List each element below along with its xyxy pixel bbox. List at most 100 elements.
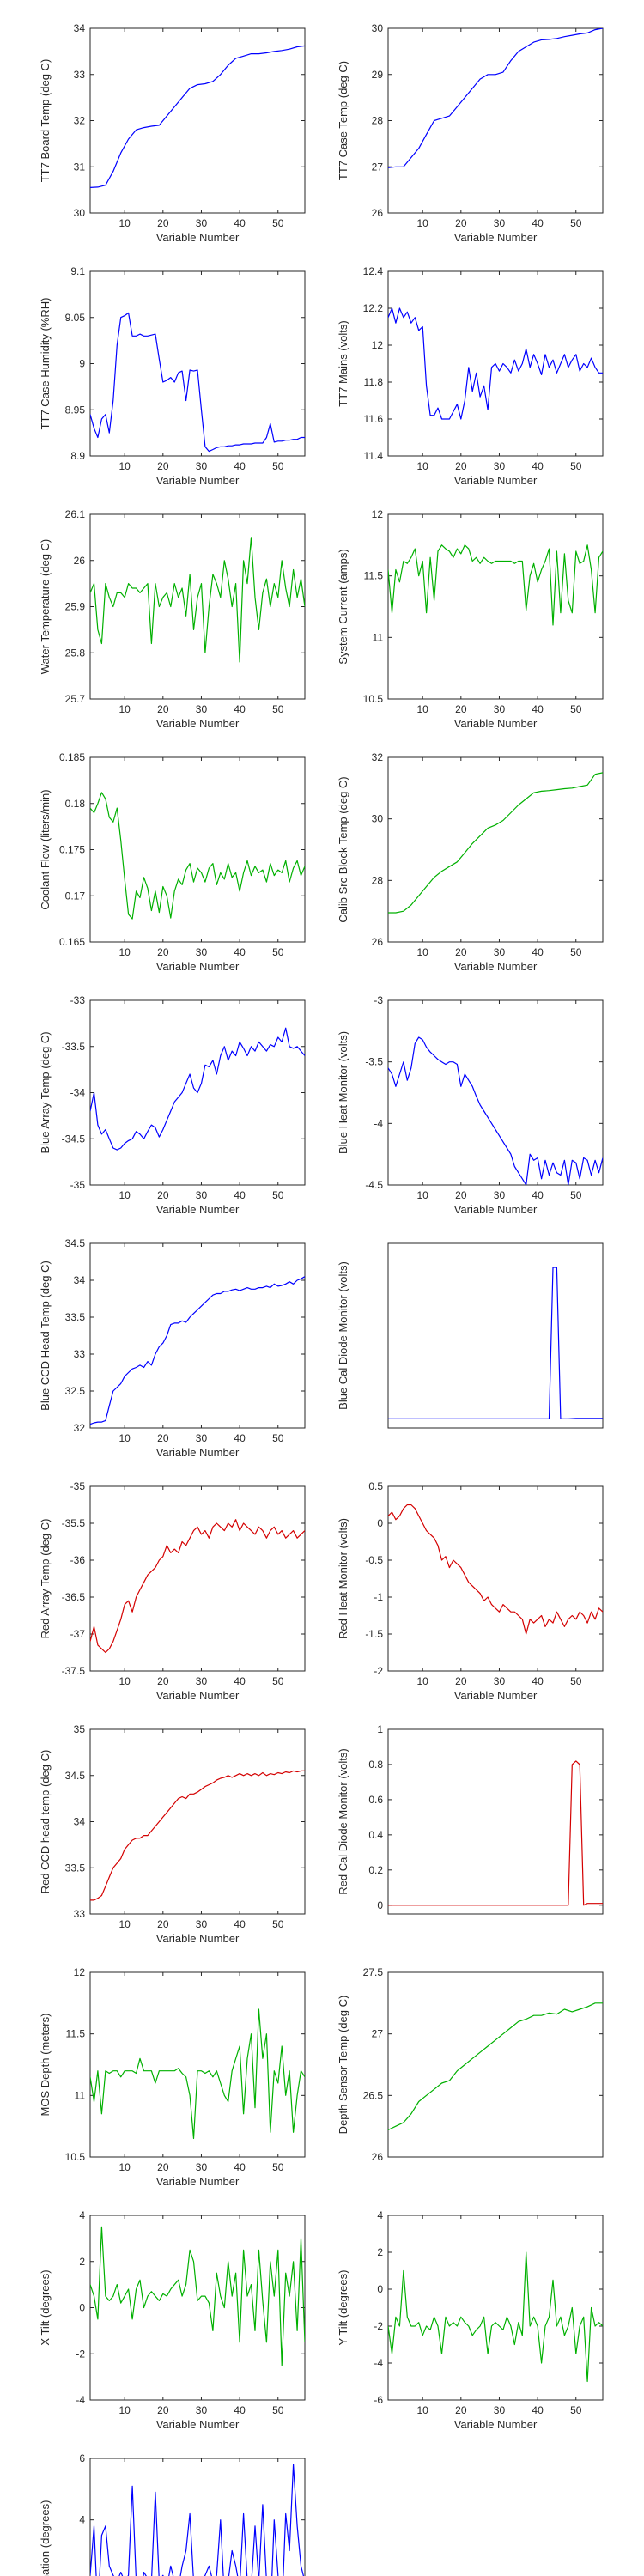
x-tick-label: 50 [570, 217, 582, 229]
x-tick-label: 20 [455, 460, 467, 472]
x-tick-label: 20 [455, 2404, 467, 2416]
series-line-1 [388, 544, 603, 626]
chart-panel-3: 10 20 30 40 50 8.9 8.95 9 9.05 9.1 Variable Number… [39, 265, 306, 487]
y-tick-label: 1 [377, 1723, 383, 1735]
y-tick-label: 32.5 [65, 1385, 86, 1397]
x-tick-label: 20 [157, 1918, 169, 1930]
series-line-1 [90, 1276, 305, 1425]
plot-frame [387, 1971, 604, 2158]
x-tick-label: 50 [272, 2161, 284, 2173]
y-tick-label: 12 [372, 339, 384, 351]
plot-frame [89, 2458, 306, 2576]
plot-frame [89, 513, 306, 700]
y-axis-label: Blue Heat Monitor (volts) [337, 1031, 349, 1154]
y-tick-label: -4 [76, 2394, 85, 2406]
x-tick-label: 10 [118, 460, 131, 472]
y-tick-label: -3 [374, 994, 383, 1006]
plot-frame [387, 756, 604, 943]
x-tick-label: 50 [272, 1918, 284, 1930]
plot-frame [387, 27, 604, 214]
x-tick-label: 30 [494, 703, 506, 715]
x-tick-label: 40 [532, 703, 544, 715]
x-tick-label: 10 [416, 703, 428, 715]
y-tick-label: 0 [377, 1899, 383, 1911]
x-tick-label: 40 [532, 1189, 544, 1201]
y-tick-label: 27 [372, 2028, 384, 2040]
y-tick-label: 0 [377, 2283, 383, 2295]
x-tick-label: 10 [118, 2161, 131, 2173]
x-axis-label: Variable Number [156, 717, 240, 730]
x-tick-label: 50 [272, 1675, 284, 1687]
chart-panel-12: Blue Cal Diode Monitor (volts) [337, 1242, 604, 1429]
y-axis-label: Blue Cal Diode Monitor (volts) [337, 1261, 349, 1410]
x-tick-label: 20 [157, 1675, 169, 1687]
x-tick-label: 10 [118, 703, 131, 715]
y-tick-label: 0 [79, 2302, 85, 2314]
x-tick-label: 50 [272, 2404, 284, 2416]
x-tick-label: 50 [272, 1432, 284, 1444]
y-tick-label: -1.5 [365, 1628, 383, 1640]
y-tick-label: 27.5 [363, 1966, 384, 1978]
x-axis-label: Variable Number [454, 717, 538, 730]
x-tick-label: 30 [196, 217, 208, 229]
y-tick-label: 0.17 [65, 890, 86, 902]
plot-frame [387, 2215, 604, 2401]
y-tick-label: -36.5 [62, 1591, 86, 1603]
x-tick-label: 10 [118, 1432, 131, 1444]
x-tick-label: 50 [570, 460, 582, 472]
y-tick-label: -37 [70, 1628, 86, 1640]
x-tick-label: 30 [196, 1918, 208, 1930]
x-axis-label: Variable Number [156, 474, 240, 487]
plot-frame [89, 1242, 306, 1429]
x-tick-label: 30 [494, 217, 506, 229]
y-tick-label: -37.5 [62, 1665, 86, 1677]
y-tick-label: 9.05 [65, 312, 86, 324]
y-tick-label: 10.5 [363, 693, 384, 705]
y-axis-label: Red Array Temp (deg C) [39, 1519, 52, 1639]
x-axis-label: Variable Number [454, 2418, 538, 2431]
x-tick-label: 40 [532, 2404, 544, 2416]
y-tick-label: 29 [372, 69, 384, 81]
series-line-1 [90, 45, 305, 188]
x-tick-label: 10 [118, 946, 131, 958]
y-tick-label: 2 [79, 2256, 85, 2268]
x-tick-label: 40 [234, 460, 246, 472]
y-tick-label: -4 [374, 1117, 383, 1129]
y-tick-label: -33.5 [62, 1041, 86, 1053]
x-tick-label: 10 [118, 1918, 131, 1930]
y-tick-label: 6 [79, 2452, 85, 2464]
y-tick-label: 9 [79, 358, 85, 370]
x-axis-label: Variable Number [454, 960, 538, 973]
series-line-1 [90, 1770, 305, 1901]
y-tick-label: 12.4 [363, 265, 384, 277]
y-axis-label: Water Temperature (deg C) [39, 539, 52, 675]
series-line-1 [388, 28, 603, 168]
x-tick-label: 50 [570, 1189, 582, 1201]
x-tick-label: 30 [196, 2161, 208, 2173]
x-axis-label: Variable Number [454, 1203, 538, 1216]
y-tick-label: 26 [372, 207, 384, 219]
x-tick-label: 30 [196, 460, 208, 472]
x-axis-label: Variable Number [454, 474, 538, 487]
y-tick-label: 2 [377, 2246, 383, 2258]
y-axis-label: Depth Sensor Temp (deg C) [337, 1996, 349, 2135]
y-axis-label: Red Heat Monitor (volts) [337, 1518, 349, 1639]
y-tick-label: 11.8 [364, 376, 384, 388]
x-tick-label: 20 [157, 1189, 169, 1201]
plot-frame [89, 1485, 306, 1672]
x-tick-label: 10 [416, 1189, 428, 1201]
y-tick-label: 26 [372, 936, 384, 948]
plot-frame [387, 1485, 604, 1672]
x-tick-label: 40 [532, 217, 544, 229]
x-tick-label: 50 [570, 946, 582, 958]
y-tick-label: 35 [74, 1723, 86, 1735]
y-axis-label: Inclination (degrees) [39, 2500, 52, 2576]
x-tick-label: 40 [234, 1432, 246, 1444]
x-tick-label: 40 [234, 2404, 246, 2416]
y-tick-label: 8.95 [65, 404, 86, 416]
y-tick-label: -35.5 [62, 1517, 86, 1529]
y-tick-label: 0.8 [368, 1759, 383, 1771]
y-tick-label: -34.5 [62, 1133, 86, 1145]
x-tick-label: 20 [157, 460, 169, 472]
